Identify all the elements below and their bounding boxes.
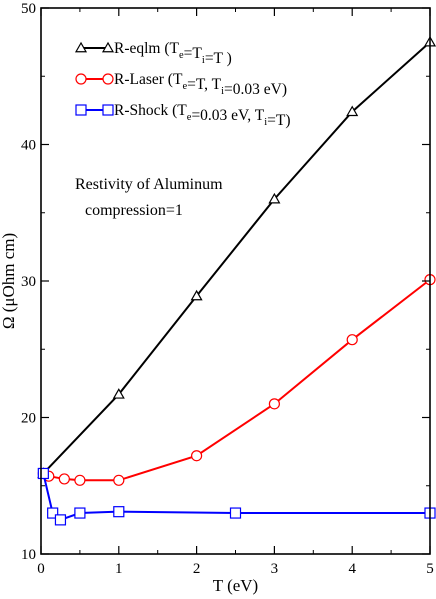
y-tick-label: 30 [21, 274, 36, 290]
legend-marker [75, 73, 87, 85]
x-axis-label: T (eV) [213, 576, 258, 595]
x-tick-label: 5 [426, 561, 434, 577]
axes-ticks: 0 1 2 3 4 5 10 20 30 40 50 [21, 1, 434, 577]
annotation-line-1: Restivity of Aluminum [75, 176, 223, 193]
legend-label: R-Laser (Te=T, Ti=0.03 eV) [114, 71, 287, 98]
data-point [113, 474, 125, 486]
data-point [58, 473, 70, 485]
series-triangle [37, 35, 436, 478]
y-tick-label: 10 [21, 547, 36, 563]
annotation-line-2: compression=1 [85, 202, 183, 219]
data-point [74, 507, 86, 519]
data-point [346, 105, 359, 117]
data-point [229, 507, 242, 519]
legend-marker [102, 104, 114, 116]
y-tick-label: 50 [21, 1, 36, 17]
y-tick-label: 40 [21, 138, 36, 154]
data-point [268, 398, 280, 410]
data-point [112, 388, 125, 399]
data-point [268, 192, 281, 204]
data-point [346, 334, 358, 346]
x-tick-label: 2 [193, 561, 201, 577]
x-tick-label: 3 [271, 561, 279, 577]
legend-marker [102, 73, 114, 85]
y-axis-label: Ω (μOhm cm) [0, 233, 18, 329]
data-point [191, 450, 203, 462]
data-point [74, 474, 86, 486]
legend: R-eqlm (Te=Ti=T ) R-Laser (Te=T, Ti=0.03 … [74, 40, 291, 129]
data-point [54, 514, 67, 526]
x-tick-label: 0 [37, 561, 45, 577]
data-point [113, 506, 125, 518]
x-tick-label: 4 [348, 561, 356, 577]
x-tick-label: 1 [115, 561, 123, 577]
series-line [42, 41, 431, 475]
legend-marker [75, 104, 87, 116]
series-square [37, 467, 436, 526]
legend-label: R-Shock (Te=0.03 eV, Ti=T) [114, 102, 291, 129]
data-point [47, 507, 59, 519]
legend-marker [74, 41, 88, 53]
annotation: Restivity of Aluminum compression=1 [75, 176, 223, 219]
data-point [190, 289, 203, 301]
legend-marker [101, 41, 115, 53]
data-point [37, 467, 49, 480]
legend-label: R-eqlm (Te=Ti=T ) [114, 40, 232, 67]
series-circle [37, 274, 436, 486]
series-line [42, 278, 431, 482]
y-tick-label: 20 [21, 411, 36, 427]
